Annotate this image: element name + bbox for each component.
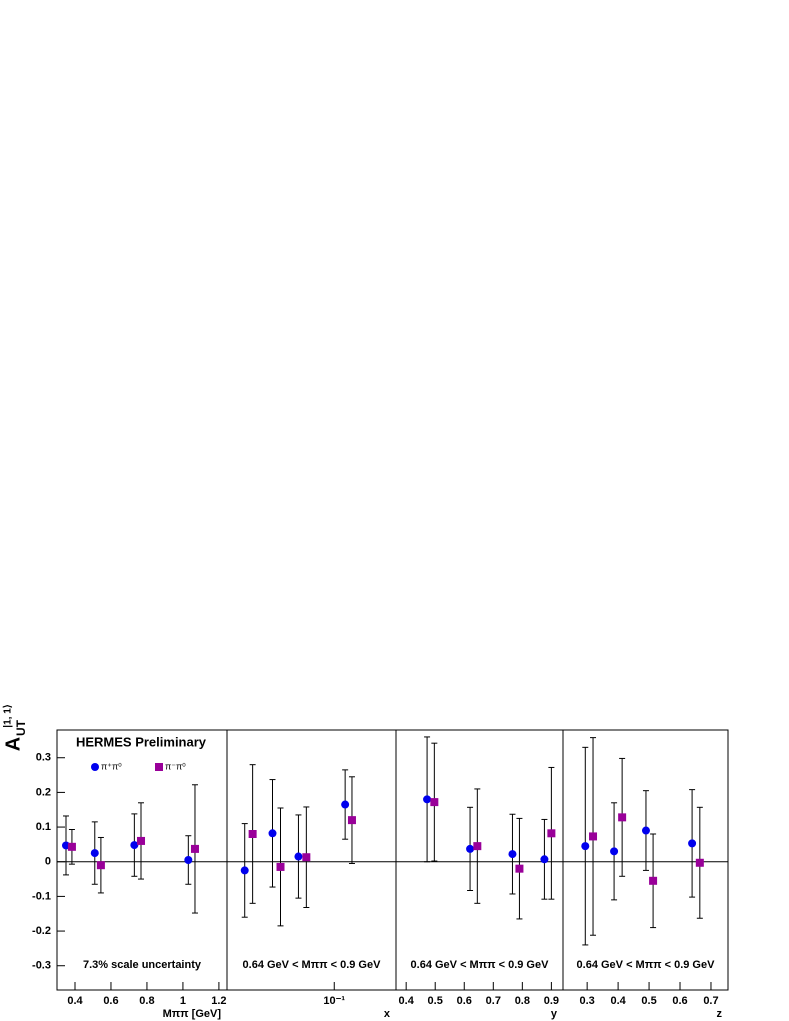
point [341,800,350,809]
plot-frame [56,729,228,991]
y-axis-label: A [2,737,24,751]
point [302,853,311,862]
y-tick-label: 0.2 [36,786,51,798]
x-tick-label: 0.6 [103,995,118,1007]
x-tick-label: 0.9 [544,995,559,1007]
point [96,861,105,870]
x-tick-label: 0.6 [457,995,472,1007]
point [268,829,277,838]
y-axis-label-sup: |1, 1⟩ [3,704,14,727]
annotation: 0.64 GeV < Mππ < 0.9 GeV [411,959,550,971]
x-tick-label: 0.4 [67,995,83,1007]
x-axis-label: x [384,1008,391,1020]
y-tick-label: -0.3 [32,960,51,972]
x-axis-label: Mππ [GeV] [163,1008,222,1020]
x-axis-label: z [717,1008,723,1020]
x-tick-label: 10⁻¹ [323,995,345,1007]
point [240,866,249,875]
annotation: 0.64 GeV < Mππ < 0.9 GeV [577,959,716,971]
y-tick-label: 0 [45,856,51,868]
x-tick-label: 0.6 [672,995,687,1007]
x-tick-label: 0.3 [579,995,594,1007]
point [473,842,482,851]
annotation: 0.64 GeV < Mππ < 0.9 GeV [243,959,382,971]
x-tick-label: 0.4 [610,995,626,1007]
point [581,842,590,851]
legend-marker [91,763,99,771]
x-tick-label: 0.5 [641,995,656,1007]
point [547,829,556,838]
plot-frame [395,729,564,991]
point [184,856,193,864]
point [515,864,524,873]
legend-label: π⁺π⁰ [101,761,122,771]
point [695,858,704,867]
x-tick-label: 0.7 [703,995,718,1007]
y-tick-label: -0.2 [32,925,51,937]
point [618,813,627,822]
x-tick-label: 0.5 [428,995,443,1007]
x-tick-label: 1 [180,995,186,1007]
point [67,842,76,851]
point [589,832,598,841]
point [610,847,619,856]
legend-label: π⁻π⁰ [165,761,186,771]
point [248,830,257,838]
x-tick-label: 0.8 [515,995,530,1007]
point [190,844,199,853]
point [430,798,439,807]
point [130,841,139,850]
point [347,816,356,825]
x-tick-label: 0.4 [399,995,415,1007]
x-tick-label: 1.2 [211,995,226,1007]
x-tick-label: 0.8 [139,995,154,1007]
point [540,855,549,864]
y-axis-label-sub: UT [14,719,28,736]
point [90,849,99,858]
point [294,852,303,861]
legend-marker [155,763,163,771]
point [649,876,658,885]
plot-frame [562,729,729,991]
y-tick-label: 0.1 [36,821,51,833]
annotation: 7.3% scale uncertainty [83,959,202,971]
point [423,795,432,804]
chart-title: HERMES Preliminary [76,734,207,749]
point [276,862,285,871]
point [688,839,697,848]
x-tick-label: 0.7 [486,995,501,1007]
y-tick-label: 0.3 [36,752,51,764]
y-tick-label: -0.1 [32,890,51,902]
point [466,844,475,853]
point [641,826,650,835]
point [137,836,146,845]
point [508,850,517,859]
x-axis-label: y [551,1008,558,1020]
